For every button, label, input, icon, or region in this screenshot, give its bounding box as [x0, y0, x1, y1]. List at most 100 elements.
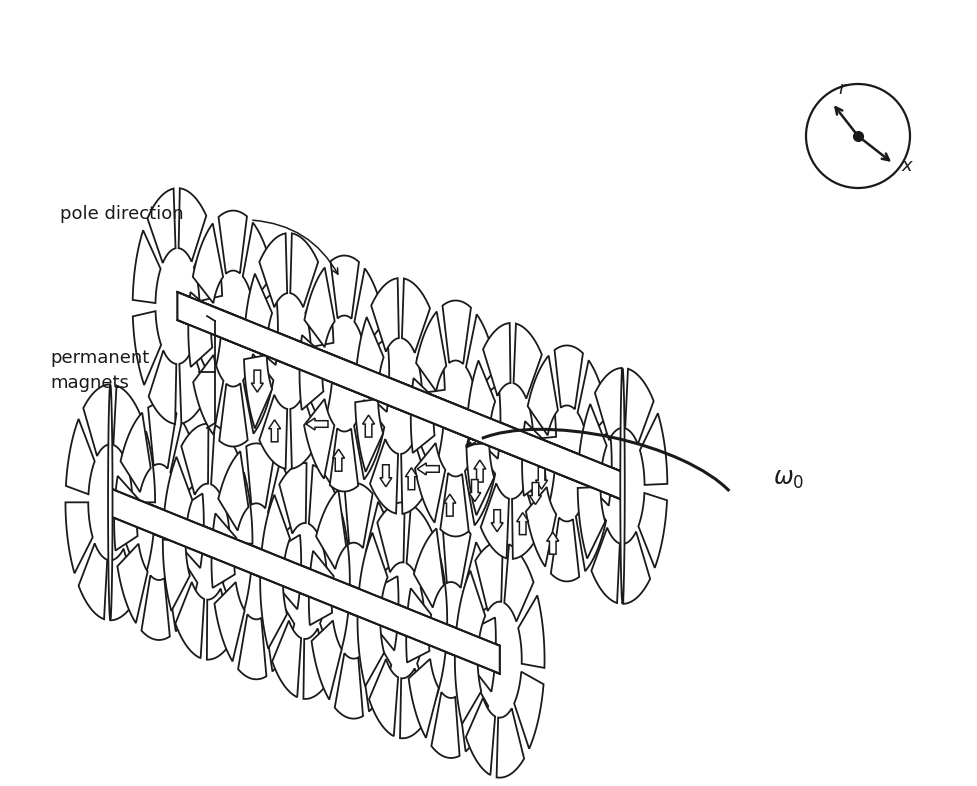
Polygon shape	[526, 487, 556, 567]
Polygon shape	[114, 476, 139, 550]
Polygon shape	[416, 320, 445, 393]
Polygon shape	[177, 292, 622, 500]
Polygon shape	[319, 591, 349, 667]
Polygon shape	[529, 483, 541, 505]
Polygon shape	[527, 447, 555, 521]
Polygon shape	[309, 551, 333, 625]
Polygon shape	[358, 614, 384, 686]
Polygon shape	[226, 472, 252, 544]
Polygon shape	[577, 404, 606, 479]
Polygon shape	[192, 355, 223, 435]
Polygon shape	[518, 596, 544, 668]
Polygon shape	[473, 460, 486, 482]
Polygon shape	[415, 311, 446, 391]
Polygon shape	[402, 278, 430, 353]
Polygon shape	[272, 621, 301, 697]
Polygon shape	[175, 582, 204, 658]
Polygon shape	[546, 532, 558, 554]
Polygon shape	[522, 421, 546, 496]
Polygon shape	[476, 384, 500, 459]
Polygon shape	[468, 479, 481, 501]
Polygon shape	[194, 309, 222, 382]
Polygon shape	[269, 420, 280, 442]
Polygon shape	[575, 491, 606, 571]
Polygon shape	[211, 425, 239, 501]
Polygon shape	[587, 431, 611, 505]
Polygon shape	[355, 317, 383, 391]
Text: permanent
magnets: permanent magnets	[50, 350, 149, 392]
Polygon shape	[108, 384, 112, 620]
Polygon shape	[148, 404, 176, 468]
Polygon shape	[528, 355, 557, 435]
Polygon shape	[110, 488, 499, 674]
Polygon shape	[577, 360, 608, 440]
Polygon shape	[405, 588, 431, 663]
Polygon shape	[254, 290, 277, 365]
Polygon shape	[368, 659, 398, 736]
Polygon shape	[361, 632, 391, 711]
Polygon shape	[465, 698, 494, 775]
Polygon shape	[400, 668, 427, 738]
Polygon shape	[309, 465, 337, 542]
Polygon shape	[416, 631, 446, 708]
Polygon shape	[268, 461, 298, 541]
Polygon shape	[516, 512, 529, 534]
Polygon shape	[170, 421, 200, 500]
Polygon shape	[420, 554, 446, 626]
Polygon shape	[504, 544, 533, 622]
Text: x: x	[901, 156, 912, 174]
Polygon shape	[466, 443, 493, 515]
Polygon shape	[408, 659, 439, 738]
Polygon shape	[242, 222, 273, 303]
Polygon shape	[442, 522, 470, 588]
Polygon shape	[379, 465, 392, 487]
Polygon shape	[133, 230, 160, 303]
Polygon shape	[303, 629, 330, 699]
Polygon shape	[344, 483, 372, 548]
Polygon shape	[406, 505, 435, 582]
Polygon shape	[332, 449, 344, 471]
Polygon shape	[401, 440, 428, 514]
Polygon shape	[148, 189, 176, 263]
Polygon shape	[358, 533, 387, 609]
Polygon shape	[304, 267, 334, 347]
Polygon shape	[243, 355, 272, 428]
Polygon shape	[223, 551, 252, 626]
Polygon shape	[259, 233, 287, 307]
Polygon shape	[117, 544, 148, 623]
Polygon shape	[535, 467, 547, 489]
Polygon shape	[177, 292, 622, 500]
Text: r: r	[837, 80, 845, 98]
Polygon shape	[458, 673, 488, 751]
Polygon shape	[304, 399, 334, 479]
Polygon shape	[373, 576, 398, 651]
Polygon shape	[465, 314, 495, 394]
Polygon shape	[261, 494, 289, 571]
Polygon shape	[162, 540, 190, 611]
Polygon shape	[243, 274, 272, 347]
Polygon shape	[243, 354, 274, 434]
Polygon shape	[65, 502, 93, 573]
Polygon shape	[259, 395, 287, 468]
Polygon shape	[594, 368, 621, 440]
Polygon shape	[113, 385, 142, 461]
Polygon shape	[163, 457, 192, 533]
Polygon shape	[133, 311, 161, 385]
Polygon shape	[290, 233, 318, 307]
Polygon shape	[214, 582, 244, 661]
Polygon shape	[179, 494, 203, 568]
Polygon shape	[496, 708, 524, 777]
Polygon shape	[514, 672, 543, 749]
Polygon shape	[218, 211, 247, 274]
Polygon shape	[365, 501, 396, 581]
Polygon shape	[364, 337, 389, 412]
Polygon shape	[149, 351, 176, 424]
Polygon shape	[251, 370, 263, 392]
Polygon shape	[246, 443, 275, 509]
Polygon shape	[619, 368, 624, 604]
Polygon shape	[110, 488, 499, 674]
Polygon shape	[377, 502, 404, 572]
Ellipse shape	[805, 84, 909, 188]
Polygon shape	[110, 549, 137, 620]
Polygon shape	[276, 534, 301, 609]
